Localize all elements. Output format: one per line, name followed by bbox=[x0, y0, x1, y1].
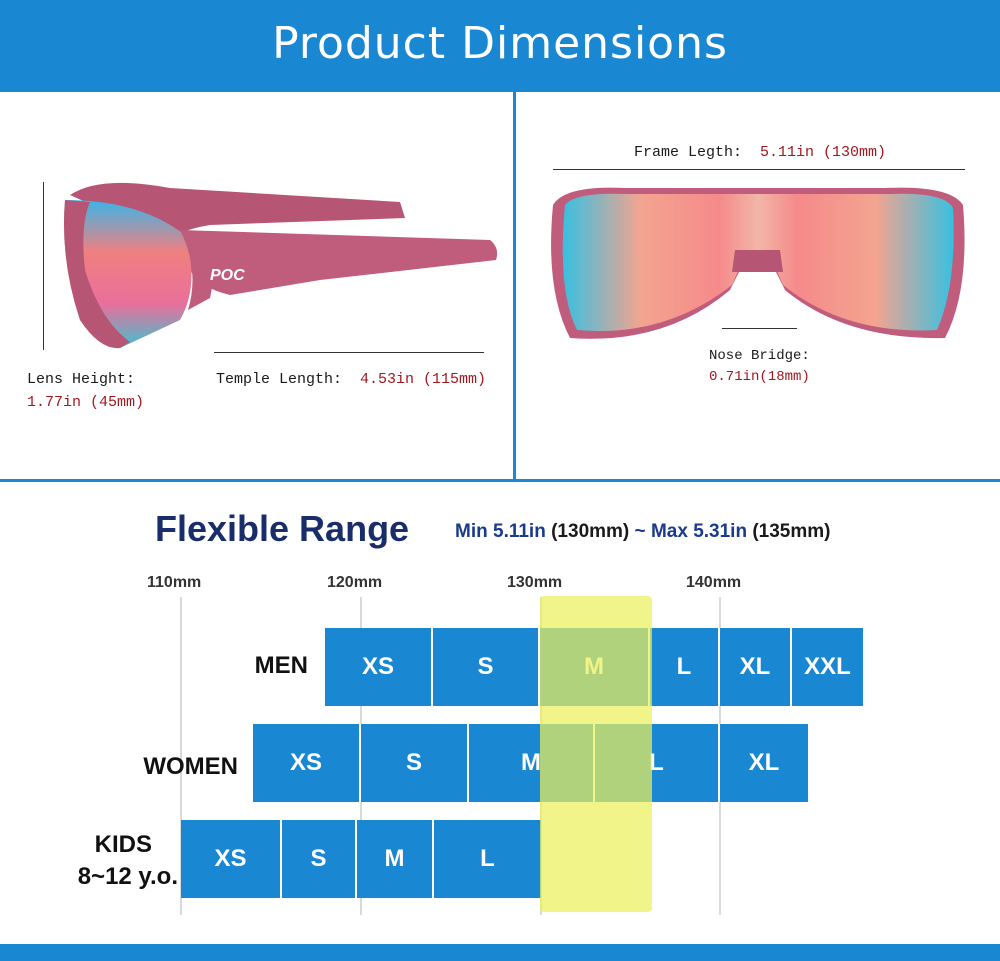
women-size-xs[interactable]: XS bbox=[253, 724, 361, 802]
min-label: Min bbox=[455, 521, 488, 542]
men-size-xxl[interactable]: XXL bbox=[792, 628, 863, 706]
page-title: Product Dimensions bbox=[272, 18, 728, 69]
front-view-glasses-image bbox=[551, 187, 965, 339]
side-view-glasses-image: POC bbox=[64, 182, 498, 349]
lens-height-line bbox=[43, 182, 44, 350]
nose-bridge-value: 0.71in(18mm) bbox=[709, 369, 810, 385]
brand-logo: POC bbox=[210, 267, 245, 284]
header-banner: Product Dimensions bbox=[0, 0, 1000, 92]
row-label-men: MEN bbox=[254, 652, 308, 679]
men-size-s[interactable]: S bbox=[433, 628, 540, 706]
flexible-range-subtitle: Min 5.11in (130mm) ~ Max 5.31in (135mm) bbox=[455, 521, 831, 543]
row-label-kids-age: 8~12 y.o. bbox=[77, 863, 178, 890]
kids-size-l[interactable]: L bbox=[434, 820, 541, 898]
footer-bar bbox=[0, 944, 1000, 961]
frame-length-value: 5.11in (130mm) bbox=[760, 144, 887, 161]
men-size-l[interactable]: L bbox=[650, 628, 720, 706]
temple-length-value: 4.53in (115mm) bbox=[360, 371, 487, 388]
women-size-s[interactable]: S bbox=[361, 724, 469, 802]
row-label-women: WOMEN bbox=[143, 753, 238, 780]
temple-length-line bbox=[214, 352, 484, 353]
nose-bridge-line bbox=[722, 328, 797, 329]
max-label: Max bbox=[650, 521, 688, 542]
men-size-xl[interactable]: XL bbox=[720, 628, 792, 706]
men-size-xs[interactable]: XS bbox=[325, 628, 433, 706]
lens-height-value: 1.77in (45mm) bbox=[27, 394, 145, 411]
women-size-xl[interactable]: XL bbox=[720, 724, 808, 802]
row-label-kids: KIDS bbox=[94, 831, 152, 858]
divider-vertical bbox=[513, 92, 516, 480]
min-mm: (130mm) bbox=[551, 521, 630, 542]
max-value: 5.31in bbox=[693, 521, 748, 542]
kids-size-m[interactable]: M bbox=[357, 820, 434, 898]
fit-range-highlight bbox=[540, 596, 652, 912]
nose-bridge-label: Nose Bridge: bbox=[709, 348, 810, 364]
range-separator: ~ bbox=[634, 521, 646, 542]
temple-length-label: Temple Length: bbox=[216, 371, 343, 388]
tick-110mm: 110mm bbox=[147, 574, 202, 591]
frame-length-line bbox=[553, 169, 965, 170]
min-value: 5.11in bbox=[493, 521, 546, 542]
tick-120mm: 120mm bbox=[327, 574, 383, 591]
tick-140mm: 140mm bbox=[686, 574, 742, 591]
max-mm: (135mm) bbox=[752, 521, 831, 542]
frame-length-label: Frame Legth: bbox=[634, 144, 743, 161]
gridline-110mm bbox=[180, 597, 182, 915]
kids-size-s[interactable]: S bbox=[282, 820, 357, 898]
tick-130mm: 130mm bbox=[507, 574, 563, 591]
lens-height-label: Lens Height: bbox=[27, 371, 136, 388]
divider-horizontal bbox=[0, 479, 1000, 482]
kids-size-xs[interactable]: XS bbox=[181, 820, 282, 898]
flexible-range-title: Flexible Range bbox=[155, 508, 410, 549]
